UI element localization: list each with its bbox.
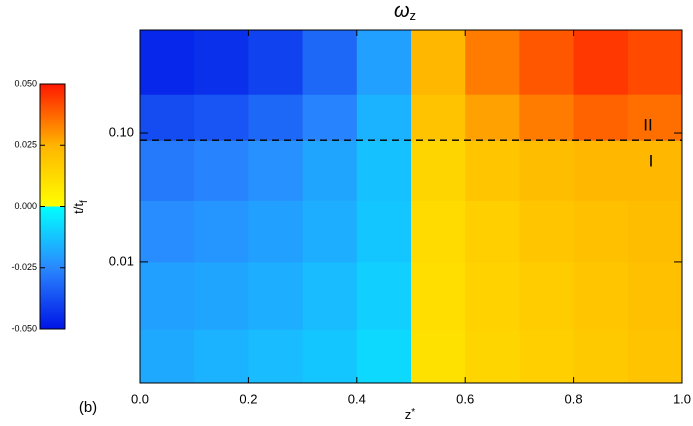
heatmap-cell [302,30,358,95]
heatmap-cell [248,200,304,263]
heatmap-cell [465,94,520,141]
heatmap-cell [302,329,358,384]
heatmap-cell [248,140,304,201]
heatmap-cell [519,200,575,263]
heatmap-cell [519,94,575,141]
heatmap-cell [465,140,520,201]
heatmap-cell [465,200,520,263]
heatmap-cell [140,261,195,330]
heatmap-cell [573,30,629,95]
heatmap-cell [411,140,466,201]
heatmap-cell [411,30,466,95]
y-tick-label: 0.10 [109,124,134,139]
heatmap-cell [194,94,249,141]
colorbar-tick-label: -0.050 [11,323,37,333]
heatmap-cell [356,200,412,263]
heatmap-cell [573,329,629,384]
x-axis-label: z* [405,407,416,423]
heatmap-cell [302,261,358,330]
heatmap-cell [356,140,412,201]
annotation: I [649,152,654,171]
heatmap-cell [519,329,575,384]
heatmap-cell [248,30,304,95]
heatmap-cell [356,30,412,95]
heatmap-cell [302,140,358,201]
heatmap-cell [194,261,249,330]
heatmap-cell [248,329,304,384]
heatmap-cell [356,329,412,384]
text-part: * [411,407,415,418]
text-part: t/t [71,203,86,214]
text-part: z [405,407,412,422]
plot-frame [139,29,683,384]
heatmap-cell [140,30,195,95]
heatmap-cell [573,94,629,141]
x-tick-label: 0.4 [348,391,366,406]
x-tick-label: 0.0 [131,391,149,406]
heatmap-cell [356,261,412,330]
heatmap-cell [194,30,249,95]
colorbar-tick-label: 0.050 [14,78,37,88]
annotation: II [643,116,652,135]
heatmap-cell [573,261,629,330]
heatmap-cell [140,329,195,384]
colorbar-tick-label: -0.025 [11,262,37,272]
heatmap-cell [465,261,520,330]
heatmap-cell [627,140,683,201]
panel-label: (b) [79,399,97,416]
x-tick-label: 0.2 [239,391,257,406]
text-part: z [410,8,417,23]
heatmap-cell [627,30,683,95]
x-tick-label: 0.8 [565,391,583,406]
heatmap-cell [627,94,683,141]
heatmap-cell [194,200,249,263]
text-part: f [79,200,90,203]
heatmap-cell [465,30,520,95]
colorbar-tick-label: 0.000 [14,201,37,211]
heatmap-cell [356,94,412,141]
heatmap-cell [411,329,466,384]
heatmap-cell [465,329,520,384]
heatmap-cell [194,329,249,384]
heatmap-cell [140,94,195,141]
heatmap-cell [302,94,358,141]
y-tick-label: 0.01 [109,253,134,268]
chart-title: ωz [394,0,416,23]
heatmap-cell [411,261,466,330]
heatmap-cell [627,329,683,384]
heatmap-cell [140,200,195,263]
heatmap-cell [194,140,249,201]
heatmap-cell [627,261,683,330]
x-tick-label: 0.6 [456,391,474,406]
heatmap-cell [519,140,575,201]
text-part: ω [394,0,410,22]
heatmap-cell [248,261,304,330]
heatmap-cell [627,200,683,263]
heatmap-cell [411,200,466,263]
heatmap-cell [411,94,466,141]
x-tick-label: 1.0 [673,391,691,406]
heatmap-cell [302,200,358,263]
heatmap-cell [519,30,575,95]
heatmap-cell [140,140,195,201]
y-axis-label: t/tf [71,200,89,214]
heatmap-cell [573,140,629,201]
heatmap-cell [248,94,304,141]
colorbar-tick-label: 0.025 [14,140,37,150]
heatmap-cell [519,261,575,330]
heatmap-cell [573,200,629,263]
